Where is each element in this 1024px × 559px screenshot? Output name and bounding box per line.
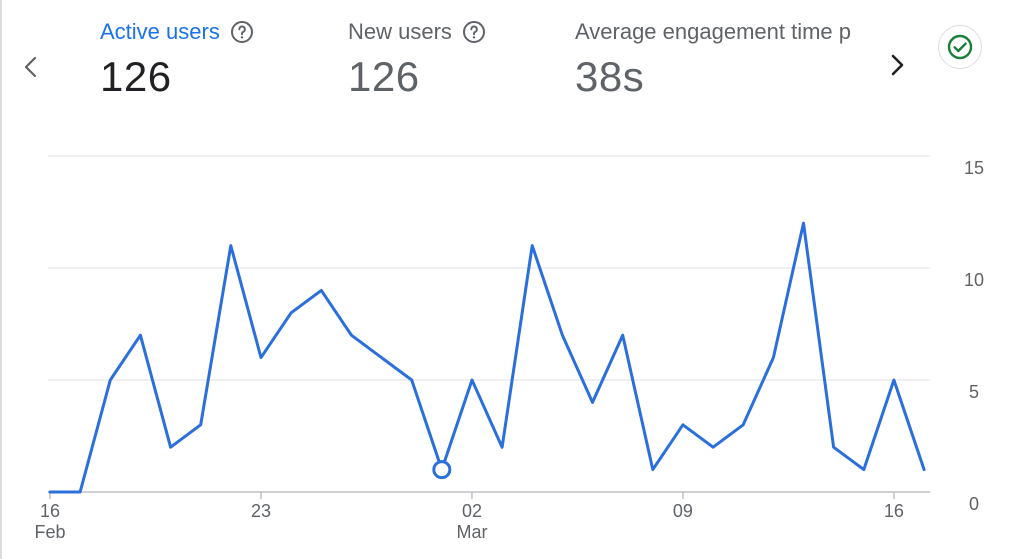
chevron-right-icon — [891, 54, 904, 76]
metric-value: 38s — [575, 53, 645, 100]
data-point — [832, 445, 836, 449]
data-point — [319, 288, 323, 292]
data-point — [289, 311, 293, 315]
data-point — [48, 490, 52, 494]
metric-value: 126 — [100, 53, 172, 100]
data-point — [651, 468, 655, 472]
previous-metrics-button[interactable] — [14, 50, 48, 84]
data-point — [470, 378, 474, 382]
x-tick-label: 09 — [673, 501, 693, 521]
x-tick-label: 16 — [884, 501, 904, 521]
data-point — [892, 378, 896, 382]
metric-label: New users — [348, 19, 452, 44]
data-point — [591, 400, 595, 404]
data-point — [169, 445, 173, 449]
data-point — [410, 378, 414, 382]
x-tick-month-label: Feb — [34, 522, 65, 542]
highlighted-data-point — [432, 460, 452, 480]
data-point — [259, 356, 263, 360]
data-point — [380, 356, 384, 360]
help-icon[interactable] — [230, 20, 254, 44]
y-tick-label: 10 — [964, 270, 984, 290]
metric-label: Active users — [100, 19, 220, 44]
data-point — [500, 445, 504, 449]
y-tick-label: 5 — [969, 382, 979, 402]
data-point — [621, 333, 625, 337]
data-point — [108, 378, 112, 382]
data-point — [922, 468, 926, 472]
help-icon[interactable] — [462, 20, 486, 44]
data-point — [229, 244, 233, 248]
data-point — [138, 333, 142, 337]
data-point — [530, 244, 534, 248]
status-button[interactable] — [938, 25, 982, 69]
data-point — [78, 490, 82, 494]
next-metrics-button[interactable] — [880, 48, 914, 82]
check-circle-icon — [947, 34, 973, 60]
series-line-active-users — [48, 221, 926, 494]
data-point — [802, 221, 806, 225]
metric-average-engagement-time[interactable]: Average engagement time p 38s — [575, 18, 870, 102]
metric-new-users[interactable]: New users 126 — [348, 18, 486, 102]
x-tick-month-label: Mar — [456, 522, 487, 542]
data-point — [771, 356, 775, 360]
metric-label: Average engagement time p — [575, 19, 851, 44]
data-point — [560, 333, 564, 337]
x-tick-label: 23 — [251, 501, 271, 521]
data-point — [741, 423, 745, 427]
data-point — [711, 445, 715, 449]
x-tick-label: 02 — [462, 501, 482, 521]
y-tick-label: 15 — [964, 158, 984, 178]
data-point — [199, 423, 203, 427]
data-point — [349, 333, 353, 337]
panel-left-border — [0, 0, 2, 559]
metric-active-users[interactable]: Active users 126 — [100, 18, 254, 102]
x-tick-label: 16 — [40, 501, 60, 521]
chevron-left-icon — [24, 56, 37, 78]
metric-value: 126 — [348, 53, 420, 100]
data-point — [862, 468, 866, 472]
y-tick-label: 0 — [969, 494, 979, 514]
data-point — [681, 423, 685, 427]
